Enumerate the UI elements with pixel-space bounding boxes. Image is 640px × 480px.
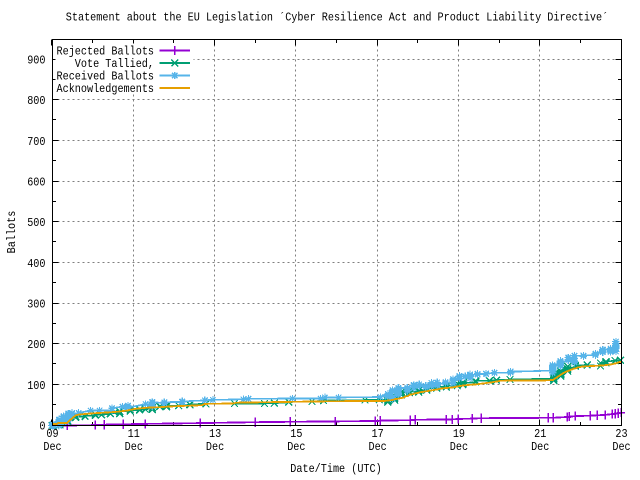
svg-text:100: 100 bbox=[27, 379, 45, 393]
svg-text:19: 19 bbox=[453, 427, 465, 441]
svg-text:Dec: Dec bbox=[125, 440, 143, 454]
svg-text:Date/Time (UTC): Date/Time (UTC) bbox=[290, 462, 381, 476]
svg-text:Dec: Dec bbox=[43, 440, 61, 454]
svg-text:17: 17 bbox=[372, 427, 384, 441]
svg-text:300: 300 bbox=[27, 298, 45, 312]
svg-text:23: 23 bbox=[615, 427, 627, 441]
svg-text:Ballots: Ballots bbox=[5, 211, 19, 254]
svg-text:Dec: Dec bbox=[612, 440, 630, 454]
svg-text:11: 11 bbox=[128, 427, 140, 441]
svg-text:700: 700 bbox=[27, 135, 45, 149]
svg-text:09: 09 bbox=[46, 427, 58, 441]
svg-text:Dec: Dec bbox=[206, 440, 224, 454]
svg-text:Statement about the EU Legisla: Statement about the EU Legislation ´Cybe… bbox=[66, 11, 608, 25]
svg-text:0: 0 bbox=[39, 420, 45, 434]
svg-text:21: 21 bbox=[534, 427, 546, 441]
svg-text:400: 400 bbox=[27, 257, 45, 271]
svg-text:13: 13 bbox=[209, 427, 221, 441]
svg-text:Received Ballots: Received Ballots bbox=[57, 70, 155, 84]
svg-text:Dec: Dec bbox=[450, 440, 468, 454]
svg-text:900: 900 bbox=[27, 54, 45, 68]
svg-text:15: 15 bbox=[290, 427, 302, 441]
svg-text:Dec: Dec bbox=[368, 440, 386, 454]
svg-text:600: 600 bbox=[27, 176, 45, 190]
svg-text:Vote Tallied,: Vote Tallied, bbox=[75, 57, 154, 71]
svg-text:200: 200 bbox=[27, 338, 45, 352]
svg-text:800: 800 bbox=[27, 94, 45, 108]
svg-text:Rejected Ballots: Rejected Ballots bbox=[57, 45, 155, 59]
svg-text:Dec: Dec bbox=[287, 440, 305, 454]
svg-text:Dec: Dec bbox=[531, 440, 549, 454]
svg-text:Acknowledgements: Acknowledgements bbox=[57, 82, 155, 96]
svg-text:500: 500 bbox=[27, 216, 45, 230]
